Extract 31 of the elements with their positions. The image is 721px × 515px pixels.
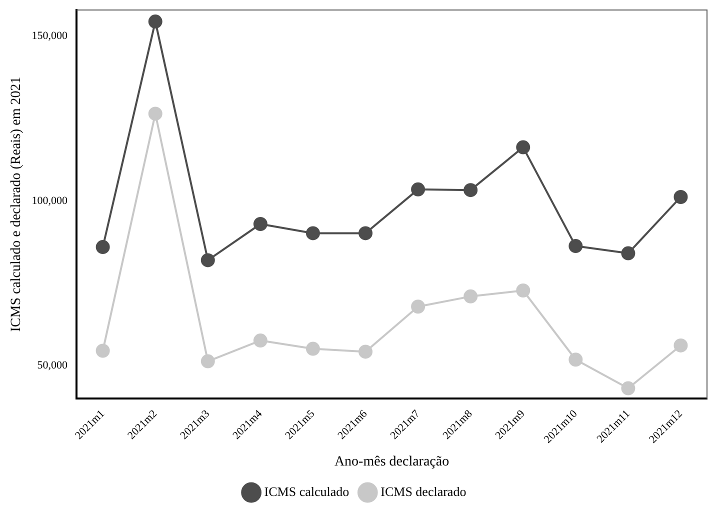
point <box>306 226 320 240</box>
point <box>96 240 110 254</box>
point <box>253 216 268 231</box>
x-axis-title: Ano-mês declaração <box>334 454 450 470</box>
y-axis-title: ICMS calculado e declarado (Reais) em 2021 <box>9 76 24 332</box>
point <box>621 246 636 260</box>
point <box>96 344 110 358</box>
point <box>674 190 688 204</box>
point <box>253 334 268 348</box>
y-tick-label: 50,000 <box>37 359 68 372</box>
point <box>516 140 530 154</box>
point <box>464 183 478 198</box>
point <box>411 300 426 314</box>
point <box>358 344 373 359</box>
point <box>411 182 426 196</box>
point <box>148 106 162 121</box>
point <box>674 338 688 352</box>
point <box>568 352 583 367</box>
point <box>200 253 215 268</box>
point <box>464 289 478 304</box>
y-tick-label: 100,000 <box>32 194 68 207</box>
point <box>306 342 320 356</box>
point <box>200 354 215 368</box>
y-tick-label: 150,000 <box>32 30 68 42</box>
point <box>621 381 636 396</box>
point <box>148 14 162 29</box>
legend-label: ICMS calculado <box>264 484 350 499</box>
point <box>358 226 373 240</box>
point <box>516 283 530 298</box>
point <box>568 239 583 254</box>
legend-label: ICMS declarado <box>380 484 466 499</box>
